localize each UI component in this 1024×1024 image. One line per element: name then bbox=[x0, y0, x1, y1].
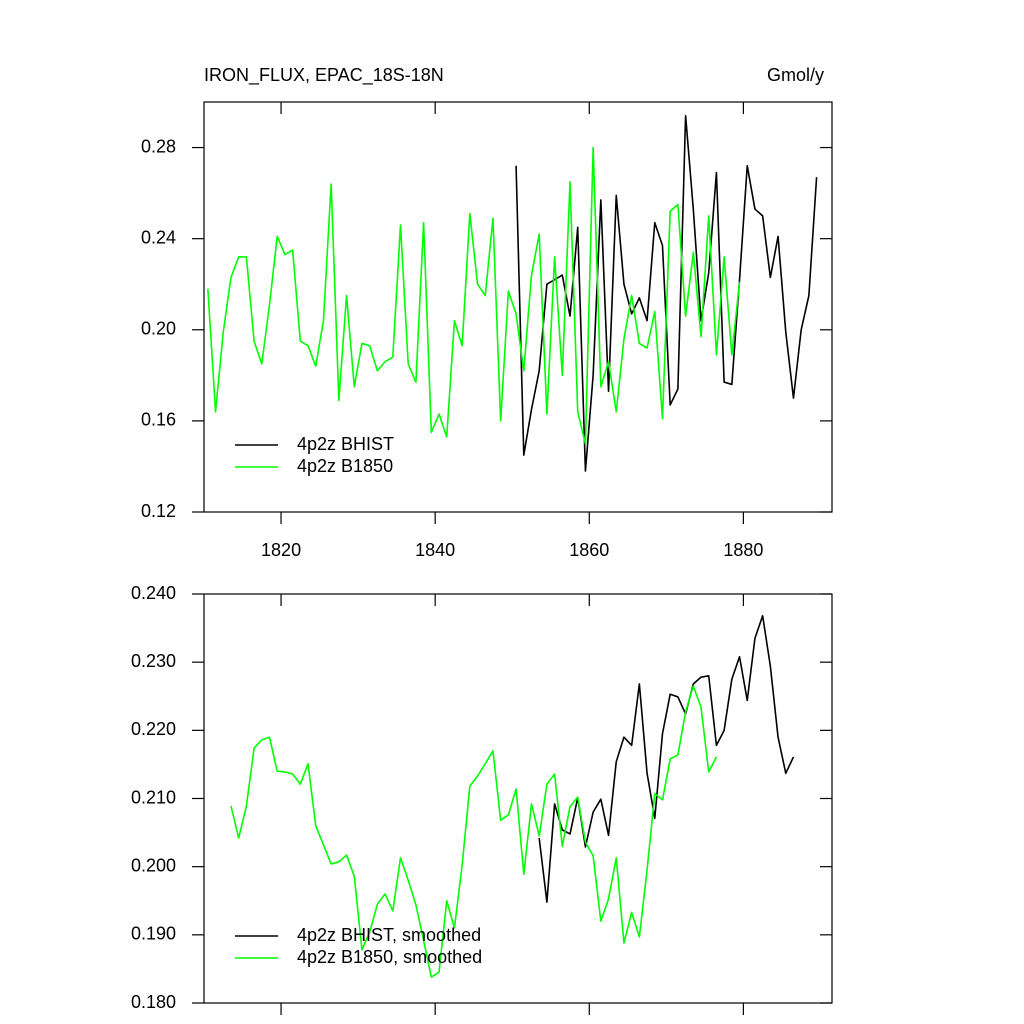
y-tick-label: 0.20 bbox=[141, 319, 176, 339]
y-tick-label: 0.210 bbox=[131, 787, 176, 807]
data-line bbox=[538, 615, 795, 903]
x-tick-label: 1860 bbox=[569, 540, 609, 560]
legend-label: 4p2z BHIST bbox=[297, 434, 394, 454]
legend-label: 4p2z B1850, smoothed bbox=[297, 947, 482, 967]
x-tick-label: 1820 bbox=[261, 540, 301, 560]
y-tick-label: 0.16 bbox=[141, 410, 176, 430]
y-tick-label: 0.180 bbox=[131, 992, 176, 1012]
x-tick-label: 1880 bbox=[723, 540, 763, 560]
y-tick-label: 0.220 bbox=[131, 719, 176, 739]
legend-label: 4p2z BHIST, smoothed bbox=[297, 925, 481, 945]
x-tick-label: 1840 bbox=[415, 540, 455, 560]
y-tick-label: 0.240 bbox=[131, 583, 176, 603]
y-tick-label: 0.230 bbox=[131, 651, 176, 671]
units-label: Gmol/y bbox=[767, 65, 824, 85]
legend-label: 4p2z B1850 bbox=[297, 456, 393, 476]
y-tick-label: 0.24 bbox=[141, 227, 176, 247]
chart-title: IRON_FLUX, EPAC_18S-18N bbox=[204, 65, 444, 86]
plot-frame bbox=[203, 101, 833, 513]
data-line bbox=[230, 685, 718, 978]
y-tick-label: 0.12 bbox=[141, 501, 176, 521]
y-tick-label: 0.28 bbox=[141, 136, 176, 156]
y-tick-label: 0.190 bbox=[131, 924, 176, 944]
data-line bbox=[207, 146, 741, 445]
data-line bbox=[515, 114, 818, 472]
y-tick-label: 0.200 bbox=[131, 855, 176, 875]
